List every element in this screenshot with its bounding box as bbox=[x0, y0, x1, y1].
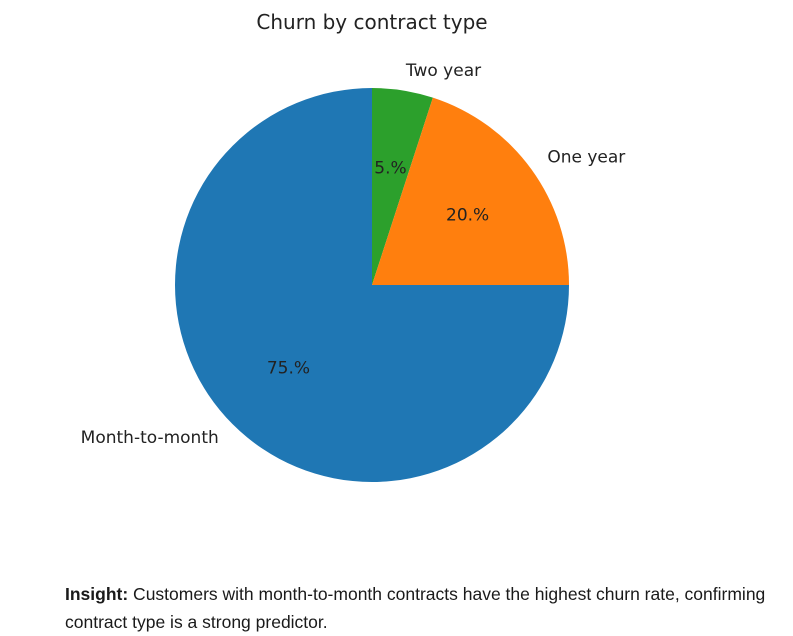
slice-label-month-to-month: Month-to-month bbox=[81, 428, 219, 448]
pie-slices bbox=[175, 88, 569, 482]
pie-slice-month-to-month bbox=[175, 88, 569, 482]
pie-slice-two-year bbox=[372, 88, 433, 285]
insight-paragraph: Insight: Customers with month-to-month c… bbox=[65, 580, 785, 636]
slice-percent-one-year: 20.% bbox=[446, 206, 489, 226]
insight-label: Insight: bbox=[65, 583, 129, 604]
insight-text: Customers with month-to-month contracts … bbox=[65, 583, 766, 632]
slice-label-two-year: Two year bbox=[405, 61, 481, 81]
slice-percent-two-year: 5.% bbox=[374, 158, 406, 178]
pie-slice-one-year bbox=[372, 97, 569, 285]
pie-labels: Two year 5.% One year 20.% Month-to-month 75.… bbox=[81, 61, 626, 448]
pie-chart: Churn by contract type Two year 5.% One ye… bbox=[81, 10, 626, 482]
slice-percent-month-to-month: 75.% bbox=[267, 359, 310, 379]
slice-label-one-year: One year bbox=[547, 148, 625, 168]
chart-title: Churn by contract type bbox=[256, 10, 487, 34]
